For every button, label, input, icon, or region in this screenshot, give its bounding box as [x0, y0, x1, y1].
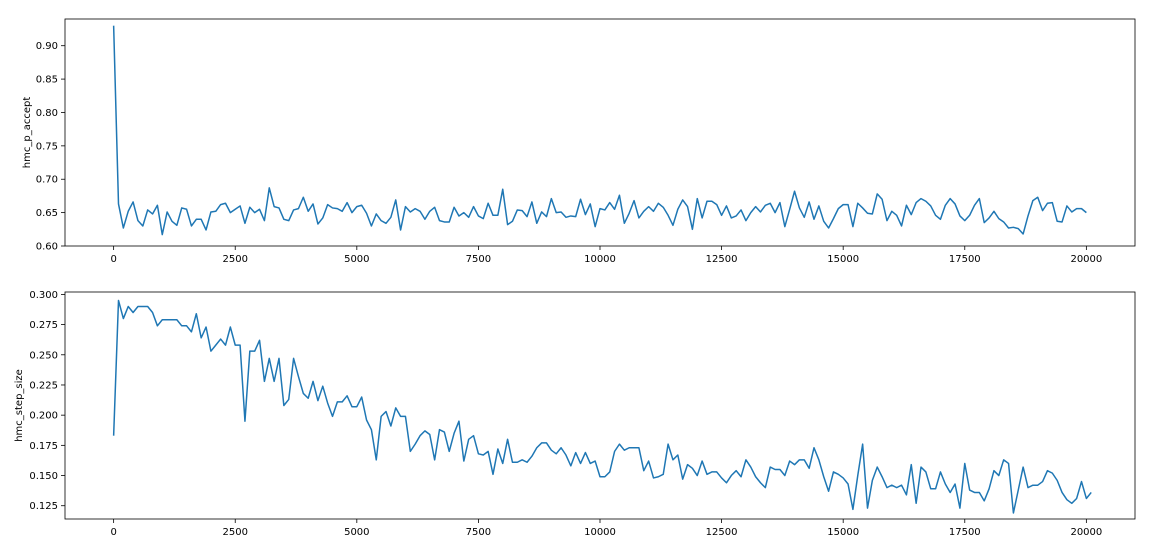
series-line [112, 299, 1092, 514]
x-tick-label: 2500 [223, 254, 248, 265]
y-tick-label: 0.85 [36, 75, 58, 86]
x-tick-label: 17500 [949, 254, 981, 265]
y-tick-label: 0.80 [36, 108, 58, 119]
y-tick-label: 0.300 [29, 290, 58, 301]
chart-hmc-step-size: 0 2500 5000 7500 10000 12500 15000 17500 20000 0.… [14, 290, 1136, 538]
y-tick-label: 0.125 [29, 501, 58, 512]
y-tick-label: 0.250 [29, 350, 58, 361]
x-tick-label: 0 [110, 527, 116, 538]
x-tick-label: 0 [110, 254, 116, 265]
y-tick-label: 0.275 [29, 320, 58, 331]
y-axis-label: hmc_p_accept [22, 97, 33, 169]
x-tick-label: 5000 [344, 254, 369, 265]
y-tick-label: 0.70 [36, 175, 58, 186]
x-tick-label: 10000 [584, 527, 616, 538]
x-tick-label: 2500 [223, 527, 248, 538]
series-line [112, 25, 1087, 236]
axes-frame [64, 18, 1136, 247]
x-tick-label: 20000 [1070, 254, 1102, 265]
x-tick-label: 5000 [344, 527, 369, 538]
x-tick-label: 7500 [466, 527, 491, 538]
x-tick-label: 15000 [827, 254, 859, 265]
x-tick-label: 17500 [949, 527, 981, 538]
x-tick-label: 12500 [706, 527, 738, 538]
x-tick-label: 12500 [706, 254, 738, 265]
x-tick-label: 10000 [584, 254, 616, 265]
y-axis-label: hmc_step_size [14, 369, 25, 442]
x-tick-label: 15000 [827, 527, 859, 538]
y-tick-label: 0.200 [29, 411, 58, 422]
y-tick-label: 0.65 [36, 208, 58, 219]
chart-hmc-p-accept: 0 2500 5000 7500 10000 12500 15000 17500 20000 0.… [22, 18, 1136, 265]
y-tick-label: 0.75 [36, 141, 58, 152]
y-tick-label: 0.150 [29, 471, 58, 482]
y-tick-label: 0.175 [29, 441, 58, 452]
x-tick-label: 20000 [1070, 527, 1102, 538]
x-tick-label: 7500 [466, 254, 491, 265]
y-tick-label: 0.60 [36, 242, 58, 253]
axes-frame [64, 291, 1136, 520]
y-tick-label: 0.225 [29, 380, 58, 391]
y-tick-label: 0.90 [36, 41, 58, 52]
